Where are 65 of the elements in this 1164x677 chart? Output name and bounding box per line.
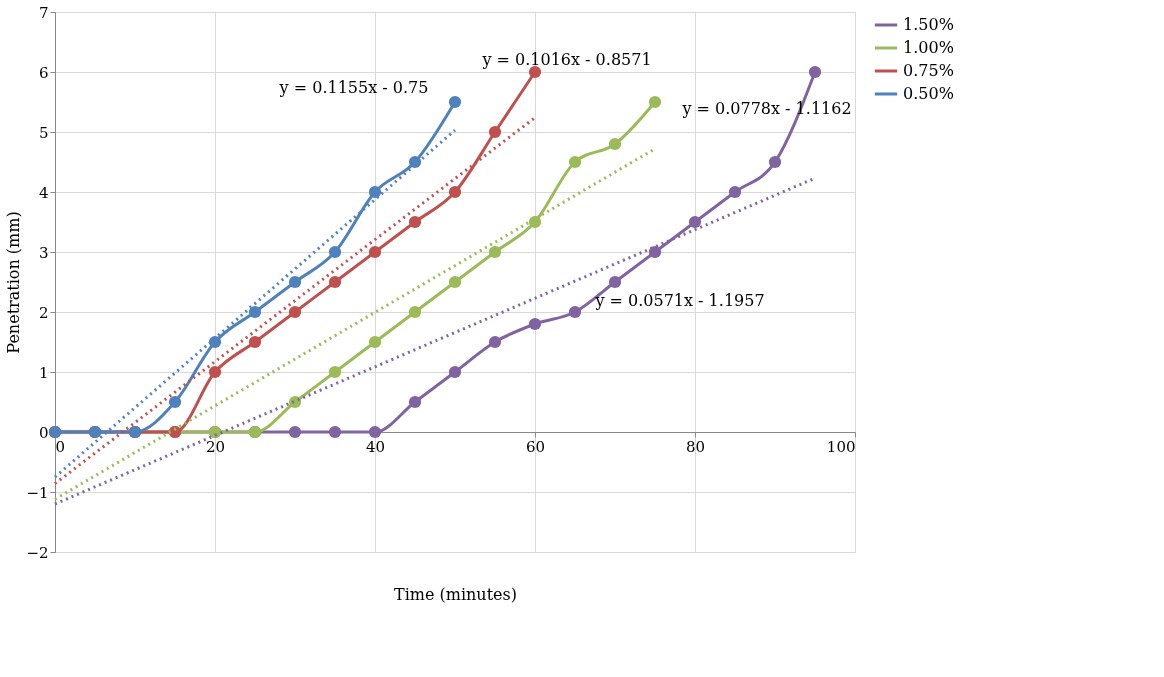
point bbox=[328, 245, 342, 259]
y-tick-label: 6 bbox=[38, 63, 49, 82]
point bbox=[728, 185, 742, 199]
point bbox=[328, 365, 342, 379]
point bbox=[488, 245, 502, 259]
y-tick-label: 0 bbox=[38, 423, 49, 442]
y-tick-label: 4 bbox=[38, 183, 49, 202]
x-tick-label: 100 bbox=[826, 437, 856, 456]
point bbox=[408, 155, 422, 169]
legend-label: 1.00% bbox=[903, 38, 954, 57]
point bbox=[568, 155, 582, 169]
point bbox=[448, 185, 462, 199]
point bbox=[368, 425, 382, 439]
point bbox=[528, 317, 542, 331]
point bbox=[208, 365, 222, 379]
legend-label: 0.50% bbox=[903, 84, 954, 103]
point bbox=[648, 95, 662, 109]
point bbox=[288, 275, 302, 289]
y-tick-label: 1 bbox=[38, 363, 49, 382]
x-tick-label: 40 bbox=[365, 437, 386, 456]
point bbox=[408, 305, 422, 319]
y-tick-label: 2 bbox=[38, 303, 49, 322]
point bbox=[368, 185, 382, 199]
legend-label: 1.50% bbox=[903, 15, 954, 34]
point bbox=[208, 335, 222, 349]
point bbox=[488, 125, 502, 139]
point bbox=[248, 335, 262, 349]
x-axis-title: Time (minutes) bbox=[393, 584, 518, 604]
y-axis-title: Penetration (mm) bbox=[4, 211, 24, 354]
y-tick-label: 7 bbox=[38, 3, 49, 22]
x-tick-label: 80 bbox=[685, 437, 706, 456]
point bbox=[448, 95, 462, 109]
point bbox=[448, 275, 462, 289]
point bbox=[408, 395, 422, 409]
point bbox=[328, 275, 342, 289]
point bbox=[768, 155, 782, 169]
y-tick-label: 5 bbox=[38, 123, 49, 142]
point bbox=[648, 245, 662, 259]
x-tick-label: 0 bbox=[55, 437, 66, 456]
y-tick-label: −2 bbox=[26, 543, 49, 562]
legend-label: 0.75% bbox=[903, 61, 954, 80]
point bbox=[328, 425, 342, 439]
x-tick-label: 60 bbox=[525, 437, 546, 456]
point bbox=[368, 245, 382, 259]
point bbox=[528, 215, 542, 229]
point bbox=[488, 335, 502, 349]
point bbox=[528, 65, 542, 79]
annotation: y = 0.1016x - 0.8571 bbox=[481, 49, 652, 69]
point bbox=[688, 215, 702, 229]
point bbox=[288, 425, 302, 439]
point bbox=[808, 65, 822, 79]
point bbox=[408, 215, 422, 229]
annotation: y = 0.0571x - 1.1957 bbox=[594, 291, 765, 311]
annotation: y = 0.1155x - 0.75 bbox=[278, 78, 429, 98]
point bbox=[568, 305, 582, 319]
point bbox=[248, 305, 262, 319]
x-tick-label: 20 bbox=[205, 437, 226, 456]
y-tick-label: −1 bbox=[26, 483, 49, 502]
point bbox=[168, 395, 182, 409]
point bbox=[608, 275, 622, 289]
y-tick-label: 3 bbox=[38, 243, 49, 262]
point bbox=[368, 335, 382, 349]
point bbox=[608, 137, 622, 151]
point bbox=[288, 305, 302, 319]
point bbox=[448, 365, 462, 379]
